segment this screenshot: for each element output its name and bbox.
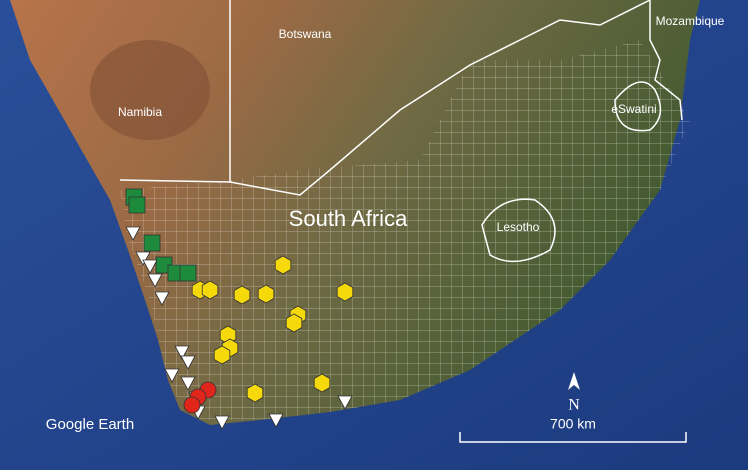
terrain xyxy=(90,40,210,140)
white-triangle xyxy=(154,291,170,306)
white-triangle xyxy=(147,273,163,288)
white-triangle xyxy=(142,259,158,274)
green-square xyxy=(143,234,161,252)
yellow-hexagon xyxy=(336,282,354,302)
yellow-hexagon xyxy=(201,280,219,300)
white-triangle xyxy=(174,345,190,360)
country-label: eSwatini xyxy=(611,102,656,116)
country-label: Mozambique xyxy=(656,14,725,28)
north-label: N xyxy=(568,397,580,414)
country-label: Lesotho xyxy=(497,220,540,234)
yellow-hexagon xyxy=(233,285,251,305)
attribution: Google Earth xyxy=(46,416,134,433)
scale-label: 700 km xyxy=(550,416,596,432)
white-triangle xyxy=(125,226,141,241)
yellow-hexagon xyxy=(285,313,303,333)
green-square xyxy=(128,196,146,214)
yellow-hexagon xyxy=(274,255,292,275)
north-arrow: N xyxy=(568,372,580,414)
white-triangle xyxy=(268,413,284,428)
white-triangle xyxy=(180,355,196,370)
white-triangle xyxy=(135,251,151,266)
country-label: Namibia xyxy=(118,105,162,119)
green-square xyxy=(179,264,197,282)
yellow-hexagon xyxy=(213,345,231,365)
arrow xyxy=(568,372,580,390)
country-label: Botswana xyxy=(279,27,332,41)
scale-bar xyxy=(459,432,687,443)
white-triangle xyxy=(337,395,353,410)
borders xyxy=(119,0,683,263)
white-triangle xyxy=(214,415,230,430)
markers xyxy=(125,188,354,430)
region-label: South Africa xyxy=(289,206,408,231)
yellow-hexagon xyxy=(313,373,331,393)
white-triangle xyxy=(164,368,180,383)
white-triangle xyxy=(180,376,196,391)
yellow-hexagon xyxy=(257,284,275,304)
red-circle xyxy=(183,396,201,414)
yellow-hexagon xyxy=(246,383,264,403)
